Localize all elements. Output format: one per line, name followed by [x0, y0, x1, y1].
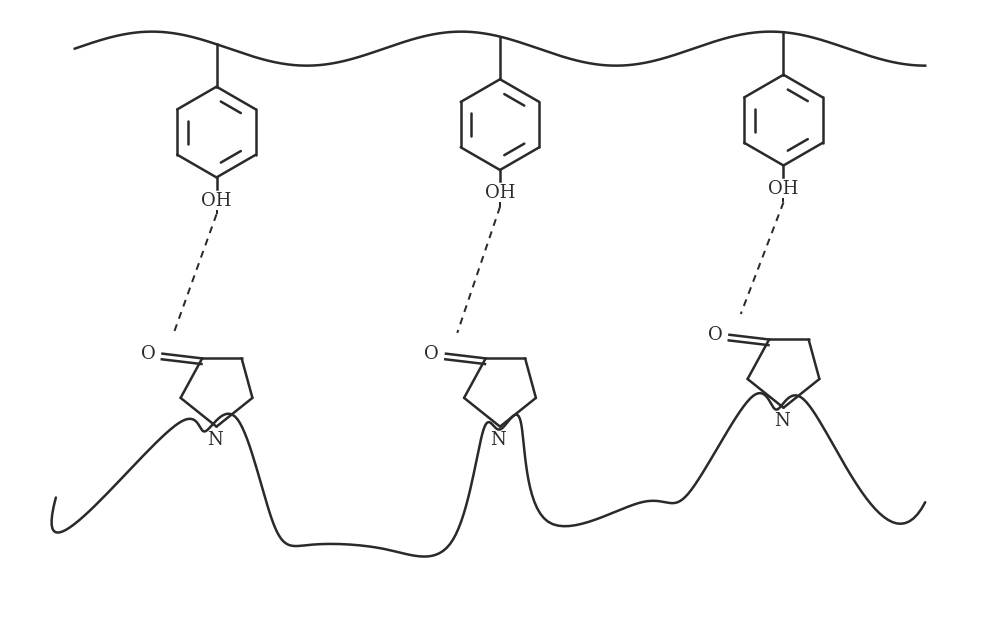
Text: N: N: [490, 431, 506, 449]
Text: O: O: [708, 326, 723, 344]
Text: N: N: [207, 431, 222, 449]
Text: OH: OH: [201, 192, 232, 210]
Text: OH: OH: [768, 180, 799, 197]
Text: O: O: [141, 345, 156, 363]
Text: N: N: [774, 412, 789, 431]
Text: O: O: [424, 345, 439, 363]
Text: OH: OH: [485, 184, 515, 202]
